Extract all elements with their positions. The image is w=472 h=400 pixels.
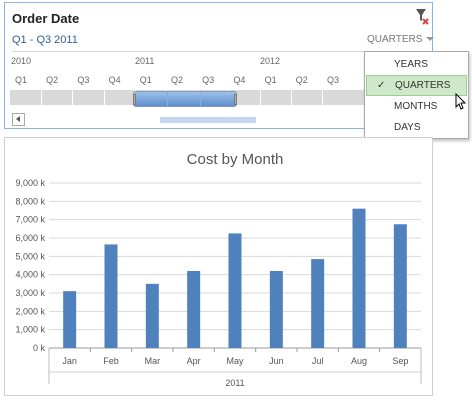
track-separator [41, 90, 43, 105]
timeline-scrollbar-thumb[interactable] [160, 117, 256, 123]
clear-filter-icon[interactable] [415, 8, 429, 26]
chart-canvas: Cost by Month 0 k 1,000 k 2,000 k 3,000 k 4,0… [15, 151, 422, 388]
y-tick-label: 1,000 k [15, 325, 45, 335]
track-separator [259, 90, 261, 105]
selection-divider [200, 92, 201, 106]
menu-item-label: DAYS [394, 122, 421, 133]
bar [104, 244, 118, 348]
quarter-label: Q2 [295, 75, 308, 85]
x-tick-label: Apr [187, 356, 201, 366]
y-tick-label: 4,000 k [15, 270, 45, 280]
quarter-label: Q4 [108, 75, 121, 85]
track-separator [322, 90, 323, 105]
timeline-slicer[interactable]: Order Date Q1 - Q3 2011 QUARTERS 2010 201… [4, 2, 435, 129]
bar [269, 271, 283, 348]
y-tick-label: 2,000 k [15, 306, 45, 316]
track-separator [290, 90, 292, 105]
x-tick-label: Aug [351, 356, 367, 366]
y-tick-label: 5,000 k [15, 251, 45, 261]
y-tick-label: 3,000 k [15, 288, 45, 298]
quarter-label: Q3 [202, 75, 215, 85]
track-separator [103, 90, 105, 105]
x-tick-label: Sep [392, 356, 408, 366]
scroll-left-icon[interactable] [12, 113, 25, 126]
quarter-label: Q2 [46, 75, 59, 85]
selection-left-handle[interactable] [133, 94, 136, 105]
x-tick-label: Jan [62, 356, 77, 366]
quarter-label: Q3 [326, 75, 339, 85]
quarter-label: Q1 [264, 75, 277, 85]
timeline-selection-bar[interactable] [133, 91, 237, 107]
x-tick-label: Jul [312, 356, 324, 366]
time-level-dropdown[interactable]: YEARS ✓ QUARTERS MONTHS DAYS [364, 51, 469, 139]
menu-item-label: MONTHS [394, 101, 438, 112]
timeline-title: Order Date [12, 11, 80, 26]
menu-item-label: QUARTERS [395, 80, 451, 91]
quarter-label: Q3 [77, 75, 90, 85]
bar [145, 283, 159, 348]
divider [12, 51, 427, 52]
x-tick-label: Jun [269, 356, 284, 366]
menu-item-label: YEARS [394, 59, 428, 70]
y-tick-label: 8,000 k [15, 196, 45, 206]
chevron-down-icon [426, 37, 435, 42]
bar [63, 291, 77, 348]
bar [352, 208, 366, 348]
year-label: 2012 [260, 56, 281, 66]
y-tick-label: 6,000 k [15, 233, 45, 243]
quarter-label: Q1 [14, 75, 27, 85]
selection-divider [167, 92, 168, 106]
bar [311, 259, 325, 348]
cost-by-month-chart: Cost by Month 0 k 1,000 k 2,000 k 3,000 k 4,0… [4, 137, 433, 396]
bar [228, 233, 242, 348]
x-tick-label: Feb [103, 356, 119, 366]
chart-title: Cost by Month [187, 151, 284, 168]
menu-item-months[interactable]: MONTHS [366, 96, 467, 117]
check-icon: ✓ [377, 80, 386, 91]
year-label: 2010 [11, 56, 32, 66]
selection-right-handle[interactable] [234, 94, 237, 105]
x-tick-label: May [226, 356, 244, 366]
quarter-label: Q4 [233, 75, 246, 85]
quarter-label: Q1 [139, 75, 152, 85]
track-separator [72, 90, 74, 105]
menu-item-years[interactable]: YEARS [366, 54, 467, 75]
x-axis-label: 2011 [225, 378, 244, 388]
y-tick-label: 0 k [33, 343, 46, 353]
x-tick-label: Mar [145, 356, 161, 366]
y-tick-label: 9,000 k [15, 178, 45, 188]
quarter-label: Q2 [170, 75, 183, 85]
bar [393, 224, 407, 348]
mouse-pointer-icon [455, 93, 467, 110]
year-label: 2011 [135, 56, 155, 66]
selected-range-label: Q1 - Q3 2011 [12, 34, 78, 46]
menu-item-days[interactable]: DAYS [366, 117, 467, 138]
time-level-selector[interactable]: QUARTERS [367, 34, 435, 45]
y-tick-label: 7,000 k [15, 215, 45, 225]
bar [187, 271, 201, 348]
time-level-label: QUARTERS [367, 34, 423, 45]
menu-item-quarters[interactable]: ✓ QUARTERS [366, 75, 467, 96]
